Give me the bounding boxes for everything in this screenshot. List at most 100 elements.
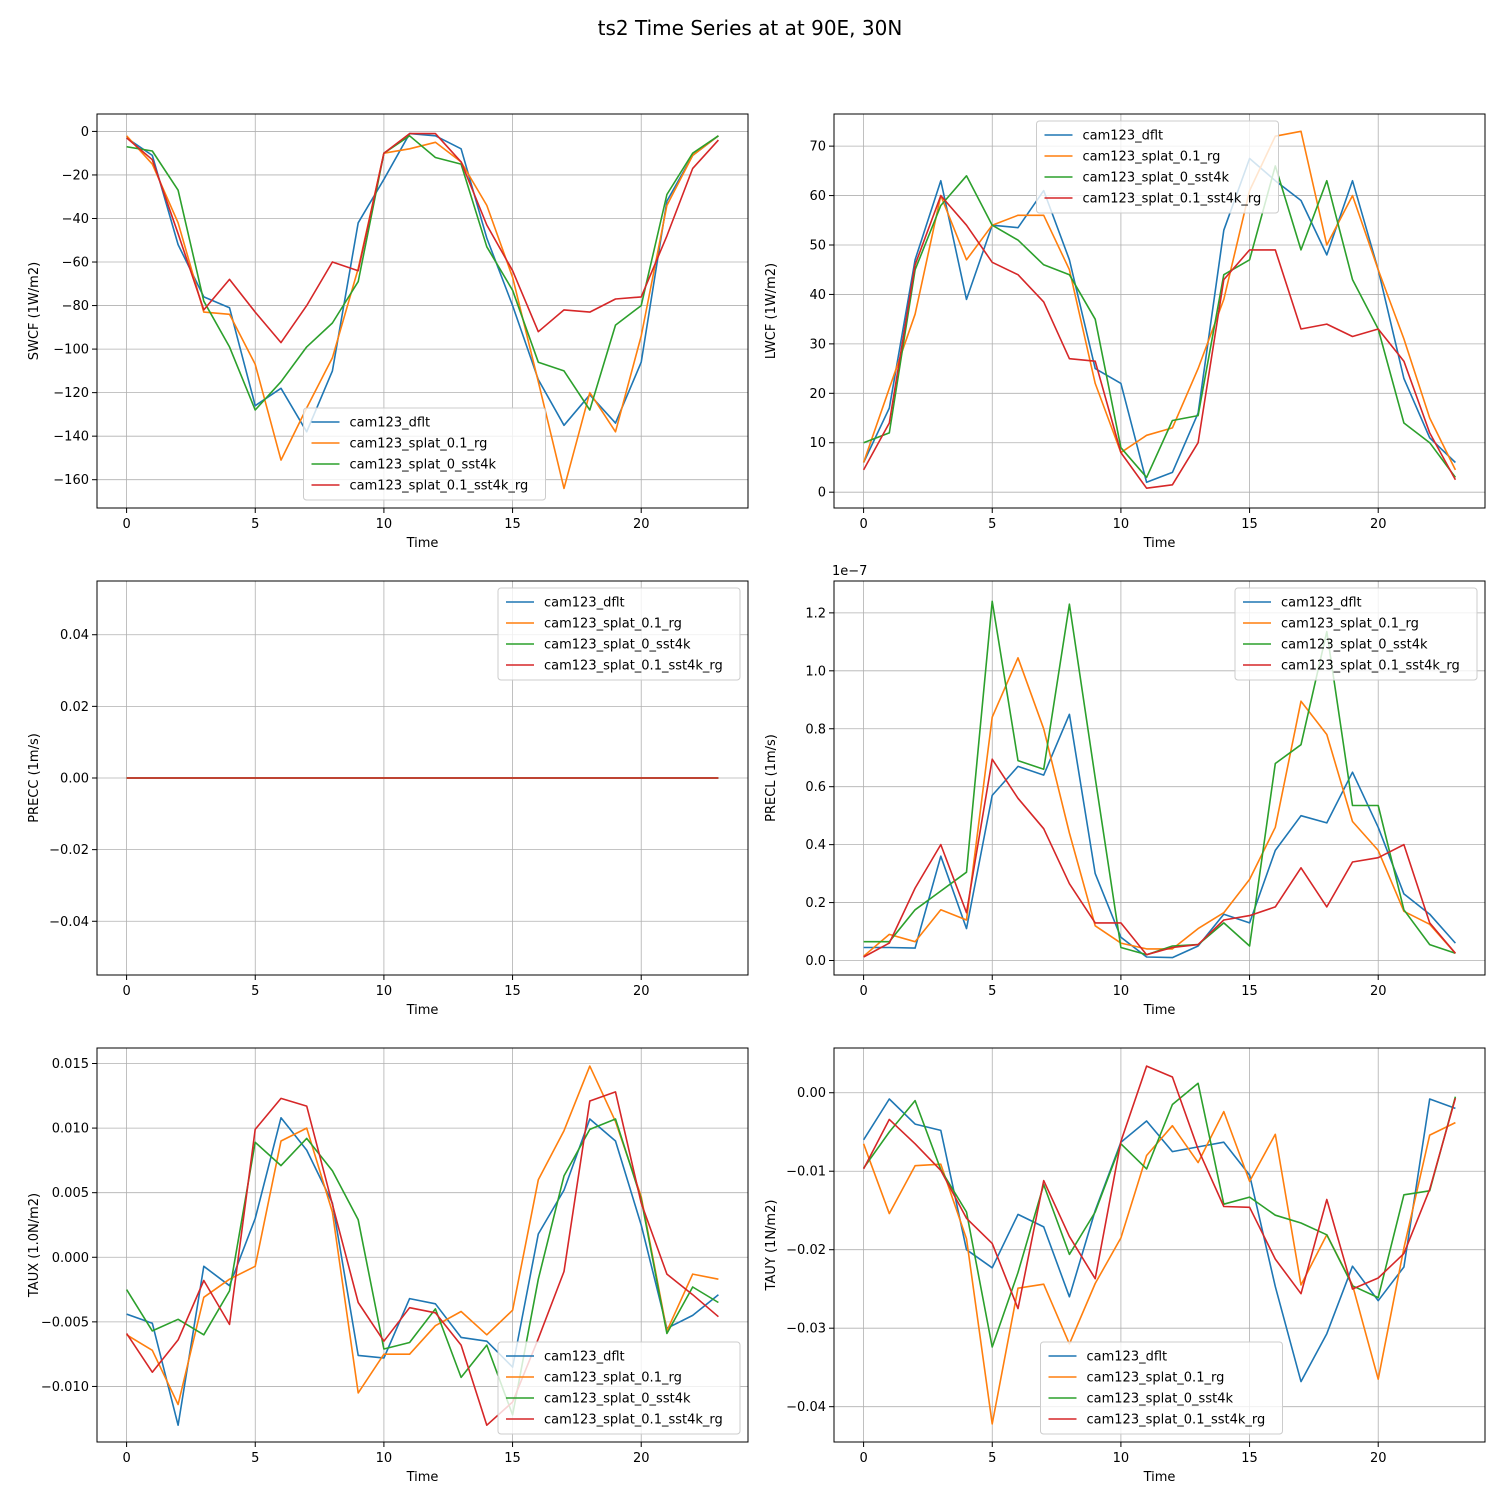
subplot-1: 0 5 10 15 20 0 −20 −40 −60 −80 −100 −120 −140 −160 Tim… [27,113,749,551]
legend: cam123_dflt cam123_splat_0.1_rg cam123_spl… [1234,587,1478,681]
legend-label-1: cam123_dflt [350,416,431,431]
legend: cam123_dflt cam123_splat_0.1_rg cam123_spl… [1040,1341,1283,1435]
y-tick-label: 40 [809,288,826,303]
legend-label-3: cam123_splat_0_sst4k [1281,638,1428,653]
legend-label-3: cam123_splat_0_sst4k [350,458,497,473]
series-line-1 [862,157,1456,484]
y-tick-label: 70 [809,140,826,155]
series-line-1 [863,713,1456,959]
legend-label-4: cam123_splat_0.1_sst4k_rg [544,1413,723,1428]
axes-frame [96,113,749,509]
legend: cam123_dflt cam123_splat_0.1_rg cam123_spl… [303,407,546,501]
legend-label-1: cam123_dflt [544,596,625,611]
y-tick-label: −0.04 [49,915,89,930]
x-tick-label: 0 [122,1451,130,1466]
x-tick-label: 0 [122,517,130,532]
series-group [862,1065,1457,1425]
x-tick-label: 15 [504,1451,521,1466]
y-tick-label: −140 [53,430,89,445]
legend-label-4: cam123_splat_0.1_sst4k_rg [1087,1413,1266,1428]
series-line-3 [125,1118,719,1416]
x-tick-label: 0 [859,1451,867,1466]
y-tick-label: 0 [818,486,826,501]
x-tick-label: 0 [122,984,130,999]
y-tick-label: 0.015 [52,1057,89,1072]
y-tick-label: −0.005 [41,1315,89,1330]
legend-label-2: cam123_splat_0.1_rg [1281,617,1419,632]
y-tick-label: −0.02 [49,843,89,858]
y-tick-label: 0.005 [52,1186,89,1201]
y-tick-label: 0.010 [52,1122,89,1137]
y-axis-label: PRECL (1m/s) [764,734,779,822]
axes-frame [833,113,1486,509]
x-tick-label: 20 [1370,984,1387,999]
subplot-2: 0 5 10 15 20 0 10 20 30 40 50 60 70 Time LWCF (1W/m2) c… [764,113,1486,551]
y-tick-label: 30 [809,337,826,352]
y-axis-label: TAUY (1N/m2) [764,1200,779,1292]
series-line-4 [862,1065,1457,1310]
series-line-3 [126,135,719,411]
x-tick-label: 0 [859,984,867,999]
y-tick-label: 0.2 [805,896,826,911]
subplot-4: 0 5 10 15 20 0.0 0.2 0.4 0.6 0.8 1.0 1.2 Time PRECL (… [764,564,1486,1018]
x-tick-label: 20 [633,984,650,999]
legend-label-1: cam123_dflt [1083,129,1164,144]
legend-label-2: cam123_splat_0.1_rg [1083,150,1221,165]
y-tick-label: −0.01 [786,1165,826,1180]
legend-label-4: cam123_splat_0.1_sst4k_rg [350,479,529,494]
series-line-1 [126,132,719,433]
x-tick-label: 20 [1370,517,1387,532]
series-line-4 [862,194,1457,490]
legend-box [303,407,546,501]
x-tick-label: 5 [988,1451,996,1466]
legend-label-1: cam123_dflt [544,1350,625,1365]
legend-label-4: cam123_splat_0.1_sst4k_rg [1083,192,1262,207]
series-line-2 [126,135,719,490]
y-tick-label: −160 [53,473,89,488]
x-tick-label: 15 [1241,517,1258,532]
x-tick-label: 10 [376,984,393,999]
axes-frame [96,580,749,976]
x-tick-label: 15 [504,984,521,999]
y-tick-label: 0 [81,125,89,140]
y-axis-label: TAUX (1.0N/m2) [27,1193,42,1298]
legend-label-3: cam123_splat_0_sst4k [544,1392,691,1407]
x-tick-label: 5 [988,984,996,999]
x-tick-label: 10 [1113,517,1130,532]
series-line-4 [863,758,1457,958]
axes-frame [833,580,1486,976]
x-tick-label: 20 [633,1451,650,1466]
x-tick-label: 5 [251,984,259,999]
legend-box [497,587,741,681]
x-tick-label: 20 [633,517,650,532]
legend-box [1234,587,1478,681]
legend-label-1: cam123_dflt [1087,1350,1168,1365]
series-group [126,132,719,490]
legend: cam123_dflt cam123_splat_0.1_rg cam123_spl… [1036,120,1279,214]
series-line-4 [125,1091,719,1426]
y-tick-label: 1.0 [805,664,826,679]
x-tick-label: 5 [251,517,259,532]
subplot-3: 0 5 10 15 20 −0.04 −0.02 0.00 0.02 0.04 Time PRECC … [27,580,749,1018]
x-axis-label: Time [406,536,439,551]
x-tick-label: 15 [1241,1451,1258,1466]
y-tick-label: 0.8 [805,722,826,737]
series-line-4 [126,132,719,344]
x-tick-label: 5 [988,517,996,532]
y-axis-label: LWCF (1W/m2) [764,263,779,359]
y-tick-label: 20 [809,387,826,402]
legend-box [1040,1341,1283,1435]
x-axis-label: Time [1143,1470,1176,1485]
series-group [862,130,1457,490]
y-tick-label: 0.04 [60,628,89,643]
legend: cam123_dflt cam123_splat_0.1_rg cam123_spl… [497,587,741,681]
x-tick-label: 0 [859,517,867,532]
legend-label-2: cam123_splat_0.1_rg [1087,1371,1225,1386]
series-line-3 [862,1082,1457,1348]
y-tick-label: −40 [62,212,89,227]
legend-label-2: cam123_splat_0.1_rg [544,1371,682,1386]
series-line-2 [862,1110,1456,1425]
legend-label-3: cam123_splat_0_sst4k [1083,171,1230,186]
x-tick-label: 10 [1113,1451,1130,1466]
